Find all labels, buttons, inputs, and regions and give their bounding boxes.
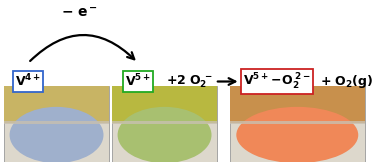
Ellipse shape	[118, 107, 212, 163]
Ellipse shape	[236, 107, 358, 163]
FancyBboxPatch shape	[229, 121, 365, 124]
FancyBboxPatch shape	[5, 86, 109, 123]
FancyBboxPatch shape	[5, 86, 109, 162]
FancyBboxPatch shape	[112, 121, 217, 124]
Text: $\mathbf{V^{4+}}$: $\mathbf{V^{4+}}$	[15, 73, 41, 90]
FancyBboxPatch shape	[112, 86, 217, 162]
Text: $\mathbf{-\ e^-}$: $\mathbf{-\ e^-}$	[61, 7, 98, 21]
Text: $\mathbf{+ 2\ O_2^{\ -}}$: $\mathbf{+ 2\ O_2^{\ -}}$	[166, 73, 213, 90]
FancyBboxPatch shape	[229, 86, 365, 123]
Text: $\mathbf{+\ O_2(g)}$: $\mathbf{+\ O_2(g)}$	[320, 73, 373, 90]
Ellipse shape	[9, 107, 104, 163]
FancyBboxPatch shape	[112, 86, 217, 123]
Text: $\mathbf{V^{5+}\!-\!O_2^{\ 2-}}$: $\mathbf{V^{5+}\!-\!O_2^{\ 2-}}$	[243, 71, 311, 92]
FancyBboxPatch shape	[5, 121, 109, 124]
FancyBboxPatch shape	[229, 86, 365, 162]
Text: $\mathbf{V^{5+}}$: $\mathbf{V^{5+}}$	[125, 73, 151, 90]
